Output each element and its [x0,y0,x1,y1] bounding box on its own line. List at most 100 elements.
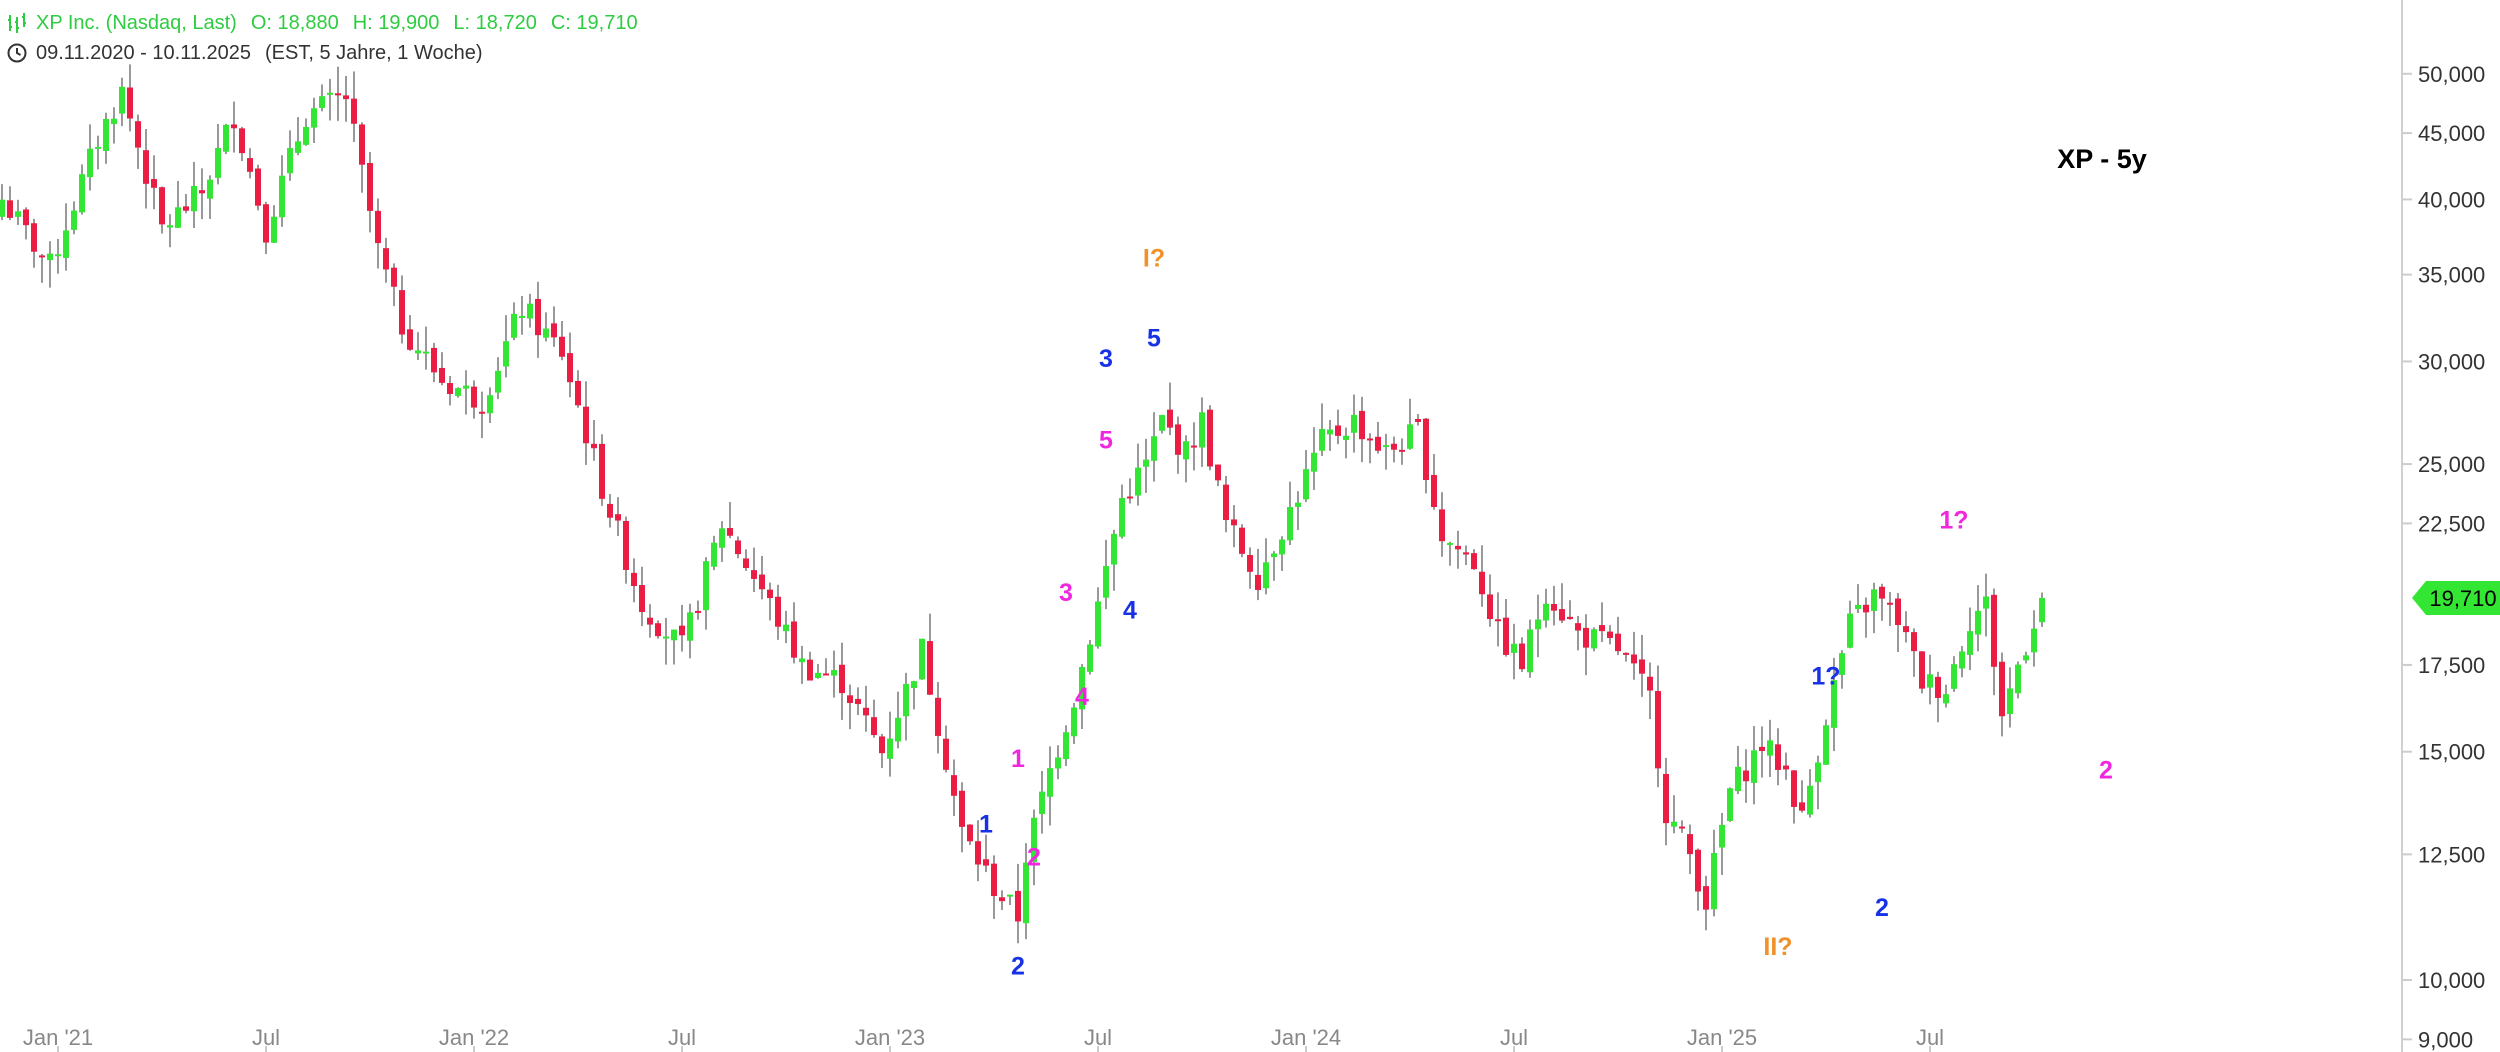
candle-body [663,636,669,639]
y-tick-label: 10,000 [2418,968,2485,993]
candle-body [0,199,5,217]
wave-label: I? [1143,245,1165,273]
x-tick-label: Jan '21 [23,1025,93,1050]
candle-body [1487,594,1493,620]
candle-body [583,406,589,444]
candle-body [711,542,717,567]
candle-body [311,108,317,128]
candle-body [815,672,821,678]
last-price-marker: 19,710 [2412,580,2500,615]
candle-body [1359,410,1365,440]
candle-body [775,596,781,627]
candle-body [63,230,69,258]
candle-body [991,863,997,897]
candle-body [607,503,613,518]
x-tick-label: Jul [1916,1025,1944,1050]
candle-body [1415,419,1421,422]
y-tick-label: 30,000 [2418,349,2485,374]
candle-body [351,98,357,124]
candle-body [1383,445,1389,448]
candle-body [703,561,709,611]
y-tick-label: 12,500 [2418,842,2485,867]
x-tick-label: Jul [1500,1025,1528,1050]
candle-body [895,717,901,742]
candle-body [1663,773,1669,824]
candle-body [167,225,173,228]
wave-label: 5 [1099,427,1113,455]
candle-body [1055,757,1061,769]
wave-label: 2 [1875,894,1889,922]
candle-body [879,736,885,754]
y-tick-label: 22,500 [2418,511,2485,536]
candle-body [999,897,1005,902]
candle-body [575,380,581,406]
wave-label: 3 [1059,579,1073,607]
candle-body [1911,632,1917,652]
close-value: C: 19,710 [550,11,638,34]
x-tick-label: Jul [252,1025,280,1050]
candle-body [1831,680,1837,728]
candle-body [1735,766,1741,792]
candle-body [1159,414,1165,431]
candle-body [1759,746,1765,752]
candle-body [287,148,293,174]
candle-body [743,558,749,569]
candle-body [175,207,181,228]
candle-body [1983,596,1989,609]
candle-body [1231,519,1237,526]
candle-body [1967,631,1973,655]
y-tick-label: 35,000 [2418,263,2485,288]
candle-body [967,824,973,842]
candle-body [1839,653,1845,675]
chart-bars-icon [8,13,26,33]
candle-body [751,570,757,579]
candle-body [1423,418,1429,481]
candle-body [87,148,93,178]
ohlc-line: XP Inc. (Nasdaq, Last) O: 18,880 H: 19,9… [0,8,644,38]
candle-body [959,790,965,827]
candle-body [1623,652,1629,655]
candle-body [783,624,789,632]
candle-body [119,86,125,114]
last-price-label: 19,710 [2429,586,2496,611]
candle-body [719,528,725,548]
candle-body [791,621,797,658]
wave-label: 1 [1011,745,1025,773]
candle-body [983,859,989,866]
candle-body [1551,604,1557,611]
candle-body [1023,862,1029,924]
candle-body [1815,762,1821,783]
candle-body [1959,651,1965,669]
candle-body [1135,467,1141,496]
candle-body [1607,631,1613,638]
candle-body [1367,438,1373,441]
candle-body [1951,664,1957,689]
candle-body [799,658,805,663]
y-tick-label: 17,500 [2418,653,2485,678]
y-tick-label: 40,000 [2418,187,2485,212]
candle-body [1095,601,1101,647]
candle-body [1319,428,1325,451]
candle-body [431,347,437,373]
candle-body [111,118,117,125]
candle-body [1479,571,1485,595]
candle-body [1639,659,1645,674]
candle-body [1471,553,1477,570]
candle-body [1271,553,1277,558]
candle-body [1783,765,1789,770]
candle-body [1647,676,1653,691]
candle-body [695,610,701,613]
candle-body [1719,824,1725,848]
candle-body [1703,886,1709,910]
candle-body [79,174,85,213]
candle-body [527,303,533,319]
candle-body [511,313,517,338]
candle-body [1903,626,1909,633]
candle-body [2031,628,2037,653]
candle-body [1855,604,1861,609]
y-tick-label: 50,000 [2418,62,2485,87]
candle-body [239,128,245,154]
candle-body [671,629,677,641]
candle-body [1463,552,1469,555]
